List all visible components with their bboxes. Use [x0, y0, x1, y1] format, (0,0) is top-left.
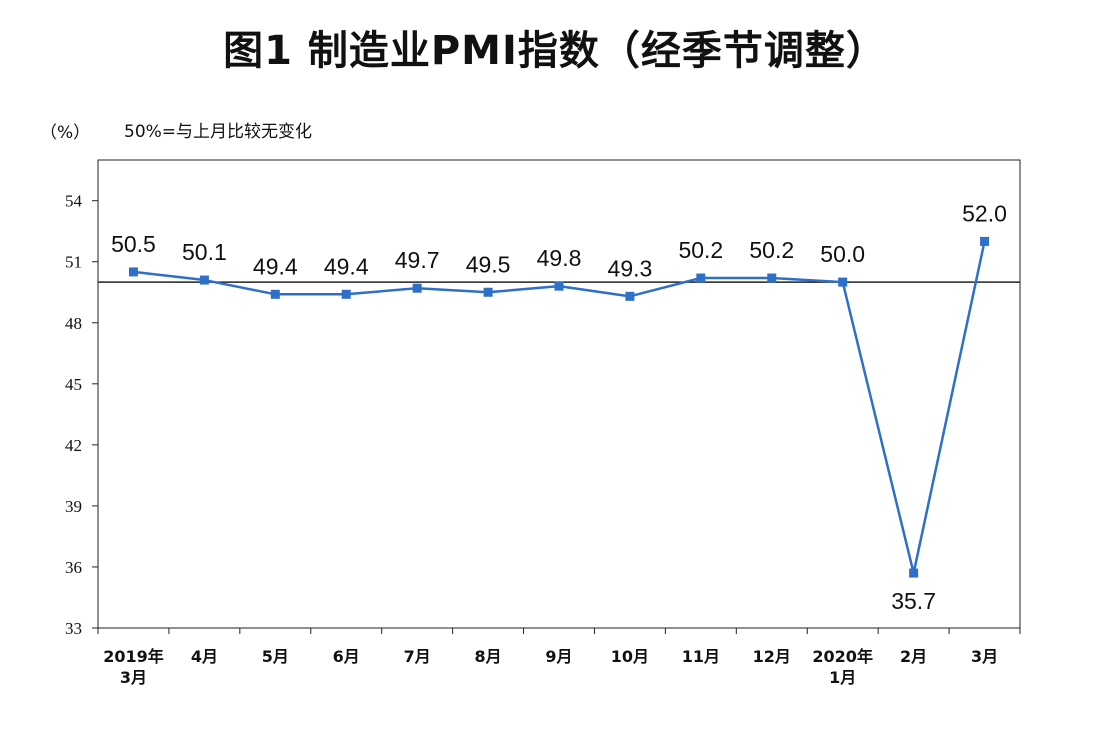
y-tick-label: 48 [65, 314, 82, 333]
data-label: 49.5 [466, 251, 511, 277]
x-tick-label: 3月 [971, 647, 998, 666]
x-tick-label: 2019年 3月 [103, 647, 164, 687]
x-tick-label: 11月 [682, 647, 720, 666]
x-tick-label: 9月 [545, 647, 572, 666]
data-point [199, 275, 209, 285]
data-label: 49.4 [324, 253, 369, 279]
reference-note: 50%=与上月比较无变化 [124, 122, 313, 142]
x-tick-label: 10月 [611, 647, 649, 666]
y-tick-label: 39 [65, 497, 82, 516]
data-point [625, 291, 635, 301]
data-label: 49.8 [537, 245, 582, 271]
x-tick-label: 6月 [333, 647, 360, 666]
x-tick-label: 2020年 1月 [812, 647, 873, 687]
x-tick-label: 7月 [404, 647, 431, 666]
data-point [554, 281, 564, 291]
x-tick-label: 12月 [753, 647, 791, 666]
y-tick-label: 33 [65, 619, 82, 638]
data-label: 50.2 [749, 237, 794, 263]
series-line [133, 241, 986, 575]
data-label: 52.0 [962, 200, 1007, 226]
data-label: 49.3 [608, 255, 653, 281]
data-point [483, 287, 493, 297]
data-label: 50.5 [111, 231, 156, 257]
data-label: 35.7 [891, 588, 936, 614]
data-label: 49.4 [253, 253, 298, 279]
data-point [341, 289, 351, 299]
data-point [838, 277, 848, 287]
data-label: 50.2 [678, 237, 723, 263]
plot-frame [97, 159, 1021, 629]
data-point [909, 568, 919, 578]
x-tick-label: 8月 [475, 647, 502, 666]
x-tick-label: 5月 [262, 647, 289, 666]
data-point [270, 289, 280, 299]
chart-title: 图1 制造业PMI指数（经季节调整） [223, 28, 887, 74]
data-point [128, 267, 138, 277]
data-label: 50.1 [182, 239, 227, 265]
data-point [412, 283, 422, 293]
data-point [767, 273, 777, 283]
data-label: 49.7 [395, 247, 440, 273]
y-axis-unit-label: （%） [40, 123, 91, 143]
data-point [696, 273, 706, 283]
y-tick-label: 36 [65, 558, 82, 577]
data-point [980, 236, 990, 246]
x-tick-label: 4月 [191, 647, 218, 666]
y-tick-label: 54 [65, 192, 83, 211]
y-tick-label: 45 [65, 375, 82, 394]
y-tick-label: 42 [65, 436, 82, 455]
x-tick-label: 2月 [900, 647, 927, 666]
y-tick-label: 51 [65, 253, 82, 272]
data-label: 50.0 [820, 241, 865, 267]
